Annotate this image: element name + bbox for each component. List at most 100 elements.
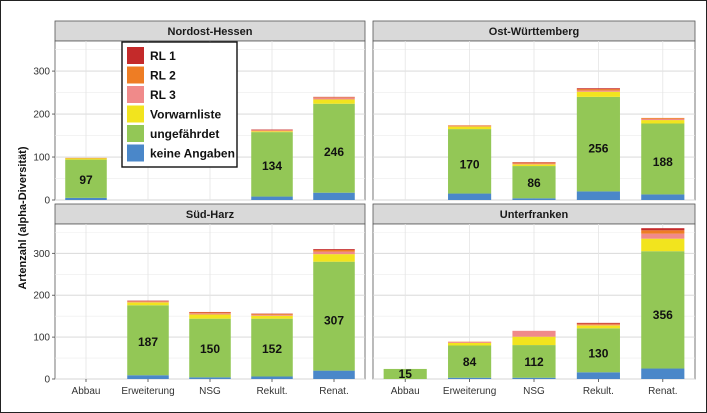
- bar-segment-rl-2: [189, 312, 231, 314]
- legend-swatch: [127, 125, 144, 142]
- y-tick-label: 0: [44, 196, 50, 207]
- bar-segment-vorwarnliste: [576, 325, 620, 329]
- y-tick-label: 200: [33, 110, 50, 121]
- data-label: 307: [324, 313, 344, 327]
- panel-unterfranken: Unterfranken Abbau Erweiterung NSG Rekult. Re…: [372, 203, 696, 397]
- panel-title: Ost-Württemberg: [489, 26, 579, 38]
- bar-segment-rl-1: [576, 88, 620, 90]
- x-tick-label-rekult: Rekult.: [583, 386, 614, 397]
- bar-segment-vorwarnliste: [189, 314, 231, 319]
- legend-item-vorwarnliste: Vorwarnliste: [127, 105, 221, 123]
- panel-title: Süd-Harz: [186, 209, 235, 221]
- bar-segment-ungefahrdet: [576, 328, 620, 373]
- bar-segment-vorwarnliste: [313, 254, 355, 262]
- x-tick-label-renat: Renat.: [319, 386, 348, 397]
- bar-renat: 307: [313, 249, 355, 379]
- bar-segment-vorwarnliste: [448, 342, 492, 346]
- bar-segment-ungefahrdet: [641, 251, 685, 369]
- bar-segment-rl-3: [251, 130, 293, 132]
- bar-renat: 246: [313, 96, 355, 200]
- data-label: 188: [653, 155, 673, 169]
- panel-sud-harz: Süd-Harz 0 100 200 300 Abbau Erweiterung NSG Rek…: [33, 203, 366, 397]
- bar-segment-rl-3: [251, 314, 293, 316]
- bar-segment-rl-2: [313, 249, 355, 252]
- legend-label: RL 2: [150, 69, 176, 83]
- bar-segment-keine-angaben: [251, 196, 293, 200]
- bar-rekult: 256: [576, 88, 620, 200]
- bar-segment-rl-3: [512, 163, 556, 165]
- bar-segment-ungefahrdet: [448, 345, 492, 378]
- bar-segment-ungefahrdet: [189, 318, 231, 378]
- bar-segment-vorwarnliste: [251, 315, 293, 319]
- bar-segment-rl-1: [641, 228, 685, 231]
- bar-segment-vorwarnliste: [127, 302, 169, 306]
- data-label: 97: [79, 173, 93, 187]
- bar-segment-keine-angaben: [641, 194, 685, 200]
- legend-item-rl-2: RL 2: [127, 66, 176, 84]
- bar-segment-rl-2: [641, 117, 685, 119]
- data-label: 15: [399, 367, 413, 381]
- bar-segment-vorwarnliste: [576, 91, 620, 97]
- bar-erweiterung: 84: [448, 341, 492, 379]
- y-tick-label: 100: [33, 153, 50, 164]
- panel-title: Nordost-Hessen: [168, 26, 253, 38]
- y-axis-title: Artenzahl (alpha-Diversität): [17, 146, 29, 289]
- legend-label: Vorwarnliste: [150, 108, 221, 122]
- bar-segment-vorwarnliste: [313, 99, 355, 104]
- bar-segment-keine-angaben: [576, 372, 620, 379]
- bar-segment-vorwarnliste: [65, 158, 107, 160]
- legend-item-rl-3: RL 3: [127, 86, 176, 103]
- legend-item-rl-1: RL 1: [127, 47, 176, 64]
- data-label: 356: [653, 308, 673, 322]
- bar-segment-rl-2: [641, 230, 685, 234]
- x-tick-label-abbau: Abbau: [72, 386, 101, 397]
- bar-segment-rl-2: [512, 162, 556, 164]
- bar-segment-vorwarnliste: [641, 238, 685, 252]
- bar-nsg: 86: [512, 162, 556, 200]
- bar-renat: 356: [641, 228, 685, 379]
- data-label: 150: [200, 342, 220, 356]
- legend-swatch: [127, 47, 144, 64]
- panel-title: Unterfranken: [500, 209, 569, 221]
- bar-nsg: 150: [189, 311, 231, 379]
- y-tick-label: 300: [33, 67, 50, 78]
- legend-swatch: [127, 86, 144, 103]
- bar-segment-keine-angaben: [448, 377, 492, 379]
- legend-item-keine-angaben: keine Angaben: [127, 144, 235, 162]
- bar-segment-keine-angaben: [127, 375, 169, 379]
- bar-segment-rl-2: [576, 89, 620, 91]
- bar-segment-rl-2: [251, 314, 293, 315]
- legend: RL 1 RL 2 RL 3 Vorwarnliste ungefährdet keine…: [121, 41, 238, 168]
- bar-segment-rl-2: [576, 323, 620, 325]
- bar-segment-ungefahrdet: [313, 261, 355, 371]
- bar-segment-rl-3: [127, 301, 169, 303]
- x-tick-label-erweiterung: Erweiterung: [121, 386, 174, 397]
- y-tick-label: 300: [33, 249, 50, 260]
- legend-swatch: [127, 144, 144, 162]
- x-tick-label-erweiterung: Erweiterung: [443, 386, 496, 397]
- bar-abbau: 97: [65, 157, 107, 200]
- bar-segment-ungefahrdet: [251, 318, 293, 377]
- data-label: 170: [460, 158, 480, 172]
- bar-segment-keine-angaben: [576, 191, 620, 200]
- bar-segment-ungefahrdet: [512, 345, 556, 378]
- bar-segment-vorwarnliste: [448, 126, 492, 130]
- bar-segment-vorwarnliste: [641, 120, 685, 124]
- panel-ost-wurttemberg: Ost-Württemberg 170 86 256 188: [372, 20, 696, 201]
- bar-segment-keine-angaben: [512, 377, 556, 379]
- data-label: 112: [524, 355, 544, 369]
- bar-segment-keine-angaben: [313, 370, 355, 379]
- x-tick-label-renat: Renat.: [648, 386, 677, 397]
- bar-segment-keine-angaben: [448, 193, 492, 200]
- bar-segment-rl-3: [313, 97, 355, 100]
- data-label: 130: [588, 347, 608, 361]
- legend-swatch: [127, 66, 144, 84]
- bar-segment-keine-angaben: [313, 192, 355, 200]
- bar-segment-vorwarnliste: [512, 164, 556, 167]
- bar-nsg: 112: [512, 330, 556, 379]
- bar-segment-ungefahrdet: [251, 132, 293, 197]
- bar-renat: 188: [641, 117, 685, 200]
- legend-label: keine Angaben: [150, 147, 235, 161]
- bar-rekult: 152: [251, 313, 293, 379]
